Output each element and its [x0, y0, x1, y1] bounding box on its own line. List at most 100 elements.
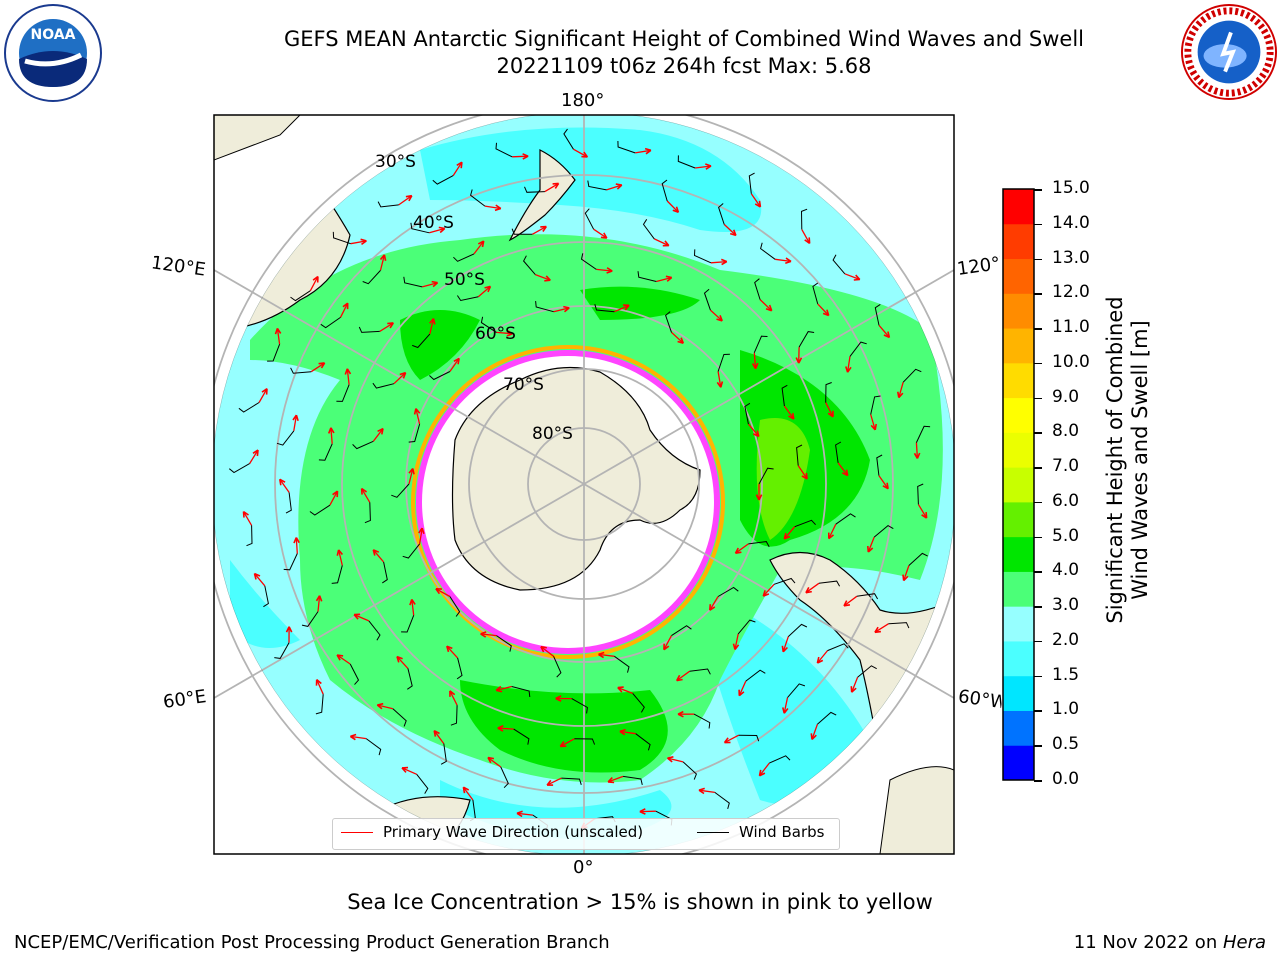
- wave-arrow: [614, 304, 630, 313]
- wind-barb: [309, 504, 331, 516]
- wave-arrow-head: [276, 327, 282, 334]
- wave-arrow: [709, 309, 723, 322]
- wave-arrow-head: [439, 227, 446, 234]
- wave-arrow-head: [495, 685, 502, 692]
- wave-arrow-head: [716, 318, 723, 322]
- wind-barb: [372, 382, 395, 389]
- wind-barb: [635, 733, 651, 751]
- wind-barb: [737, 619, 756, 635]
- wave-arrow-head: [721, 260, 728, 266]
- wind-barb: [429, 371, 451, 381]
- wave-arrow-head: [330, 427, 335, 434]
- colorbar-segment: [1003, 745, 1034, 781]
- wave-arrow-head: [606, 270, 613, 274]
- lon-label-0: 0°: [573, 857, 594, 878]
- wind-barb: [456, 657, 463, 680]
- wind-barb: [584, 208, 595, 230]
- wind-barb: [382, 561, 388, 584]
- wind-barb: [870, 395, 881, 415]
- wave-arrow-head: [381, 428, 384, 435]
- wind-barb: [703, 288, 711, 311]
- lon-label-60e: 60°E: [161, 686, 208, 713]
- colorbar-title-line1: Significant Height of Combined: [1103, 296, 1127, 624]
- wave-arrow-head: [487, 756, 495, 760]
- footer-host: Hera: [1222, 932, 1266, 953]
- wave-arrow-head: [402, 372, 407, 379]
- wave-arrow: [398, 195, 413, 206]
- wind-barb: [614, 655, 630, 673]
- wave-arrow: [544, 182, 559, 193]
- wave-arrow: [698, 789, 715, 794]
- wave-arrow-head: [295, 537, 300, 544]
- wind-barb: [902, 368, 922, 383]
- wave-arrow: [516, 812, 533, 816]
- colorbar-tick-label: 1.5: [1052, 664, 1080, 685]
- polar-map: [213, 114, 955, 855]
- wave-arrow-head: [542, 226, 547, 232]
- wind-barb: [456, 295, 479, 302]
- colorbar-tick-mark: [1034, 501, 1042, 504]
- wave-arrow-head: [544, 279, 551, 282]
- wave-arrow: [473, 240, 485, 255]
- noaa-logo-text: NOAA: [31, 27, 76, 43]
- wave-arrow-head: [433, 729, 440, 735]
- wave-arrow: [462, 786, 474, 801]
- wave-arrow: [915, 442, 919, 459]
- colorbar-tick-label: 14.0: [1052, 212, 1090, 233]
- wave-arrow-head: [675, 674, 681, 681]
- lat-label-60s: 60°S: [475, 324, 516, 344]
- wind-barb: [800, 208, 808, 230]
- wave-arrow-head: [617, 686, 624, 689]
- wind-barb: [332, 231, 351, 245]
- colorbar-segment: [1003, 571, 1034, 607]
- wind-barb: [661, 179, 668, 202]
- wave-arrow: [559, 738, 575, 747]
- wave-arrow-head: [666, 276, 673, 282]
- wind-barb: [408, 423, 421, 443]
- colorbar-segment: [1003, 293, 1034, 329]
- wind-barb: [412, 333, 431, 349]
- wave-arrow-head: [645, 149, 652, 155]
- wind-barb: [320, 316, 341, 329]
- wave-arrow: [837, 462, 849, 476]
- lat-label-50s: 50°S: [444, 270, 485, 290]
- wave-arrow: [337, 549, 343, 566]
- wave-arrow: [817, 303, 830, 316]
- wind-barb: [407, 668, 413, 690]
- wave-arrow-head: [913, 452, 919, 459]
- wind-barb: [331, 565, 343, 584]
- wind-barb: [336, 384, 350, 402]
- wave-arrow-head: [243, 510, 249, 516]
- wave-arrow-head: [788, 415, 795, 420]
- wave-arrow: [753, 352, 757, 369]
- wind-barb: [665, 311, 672, 333]
- wave-arrow: [758, 762, 770, 777]
- lon-label-120w: 120°W: [955, 253, 1003, 280]
- wave-arrow-head: [804, 239, 811, 245]
- wave-arrow-head: [389, 322, 394, 329]
- wind-barb: [748, 172, 755, 194]
- wind-barb: [738, 734, 760, 742]
- lat-label-40s: 40°S: [413, 213, 454, 233]
- new-zealand-land: [508, 149, 576, 242]
- wave-arrow: [249, 449, 259, 464]
- wind-barb: [470, 189, 486, 207]
- wind-barb: [873, 524, 894, 538]
- wave-arrow-head: [882, 485, 889, 490]
- colorbar-tick-label: 9.0: [1052, 386, 1080, 407]
- wave-arrow-head: [421, 527, 425, 535]
- colorbar-segment: [1003, 328, 1034, 364]
- map-title: GEFS MEAN Antarctic Significant Height o…: [283, 27, 1085, 51]
- wave-arrow: [676, 670, 691, 682]
- wave-arrow-head: [446, 645, 453, 650]
- wave-arrow-head: [480, 631, 487, 635]
- colorbar-segment: [1003, 467, 1034, 503]
- wave-arrow-head: [734, 547, 740, 554]
- wave-arrow-head: [432, 318, 436, 325]
- wave-arrow-head: [254, 572, 261, 577]
- wave-arrow: [878, 324, 890, 338]
- wave-arrow-head: [516, 810, 523, 815]
- wave-arrow-head: [522, 155, 529, 160]
- wave-arrow: [497, 727, 514, 730]
- wave-arrow-head: [506, 332, 513, 337]
